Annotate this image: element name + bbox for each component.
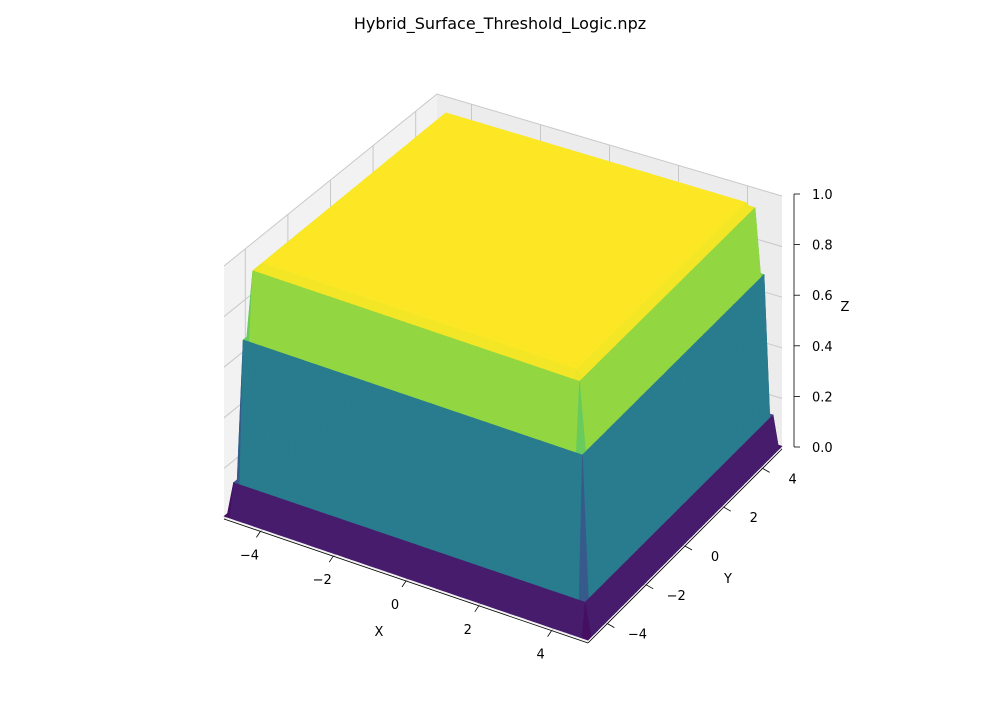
x-tick-label: −4 [240, 548, 259, 563]
z-axis-label: Z [841, 300, 850, 315]
y-tick-label: −4 [628, 628, 647, 643]
gridline-z [223, 93, 783, 267]
y-tick-mark [646, 584, 654, 590]
x-tick-mark [547, 630, 552, 637]
surface-plot [223, 112, 783, 641]
z-tick-label: 0.0 [812, 441, 833, 456]
y-tick-label: −2 [667, 589, 686, 604]
x-tick-mark [256, 531, 261, 538]
z-tick-label: 0.6 [812, 289, 833, 304]
x-axis-label: X [375, 625, 384, 640]
y-tick-mark [684, 545, 693, 551]
chart-title: Hybrid_Surface_Threshold_Logic.npz [354, 14, 646, 34]
y-axis-label: Y [723, 572, 732, 587]
x-tick-label: 2 [464, 623, 472, 638]
z-tick-label: 0.4 [812, 340, 833, 355]
z-tick-label: 1.0 [812, 188, 833, 203]
x-tick-label: 4 [536, 648, 544, 663]
x-tick-mark [474, 605, 480, 613]
z-tick-label: 0.8 [812, 239, 833, 254]
y-tick-label: 2 [750, 511, 758, 526]
x-tick-mark [328, 555, 334, 563]
y-tick-mark [607, 623, 615, 628]
y-tick-mark [762, 468, 770, 473]
x-tick-label: −2 [313, 573, 332, 588]
y-tick-label: 0 [711, 550, 719, 565]
y-tick-mark [723, 506, 731, 512]
z-tick-label: 0.2 [812, 390, 833, 405]
x-tick-label: 0 [391, 598, 399, 613]
x-tick-mark [401, 580, 407, 588]
y-tick-label: 4 [788, 472, 796, 487]
